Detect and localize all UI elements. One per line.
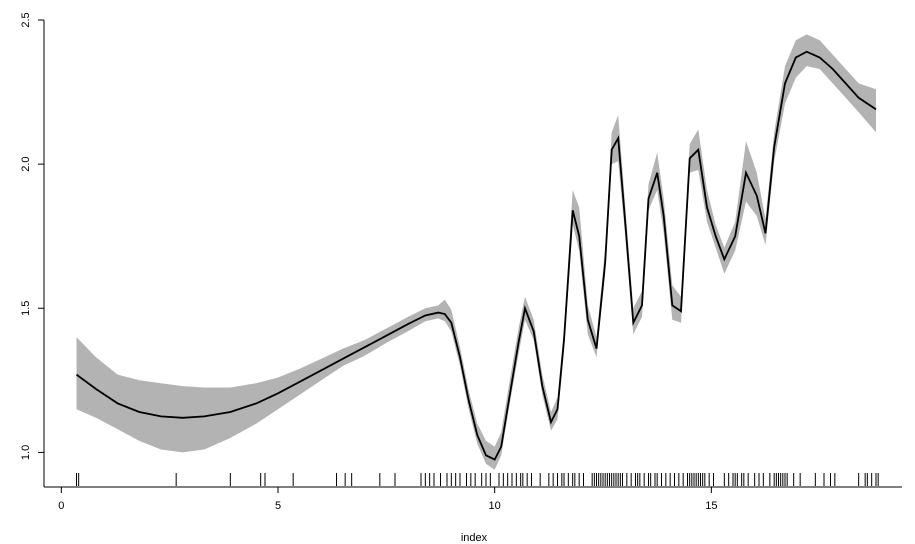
- x-tick-label: 15: [705, 500, 717, 512]
- x-tick-label: 0: [58, 500, 64, 512]
- axes: 0 5 10 15 1.0 1.5 2.0 2.5: [20, 12, 902, 512]
- fitted-line-layer: [75, 50, 877, 461]
- confidence-band: [76, 34, 876, 470]
- y-tick-label: 2.0: [20, 156, 32, 171]
- confidence-band-layer: [76, 34, 876, 470]
- x-tick-label: 10: [489, 500, 501, 512]
- x-axis-title: index: [461, 532, 488, 544]
- y-tick-label: 1.0: [20, 445, 32, 460]
- fitted-line: [75, 50, 877, 461]
- y-tick-label: 2.5: [20, 12, 32, 27]
- rug-marks: [76, 473, 879, 486]
- x-tick-label: 5: [275, 500, 281, 512]
- y-tick-label: 1.5: [20, 301, 32, 316]
